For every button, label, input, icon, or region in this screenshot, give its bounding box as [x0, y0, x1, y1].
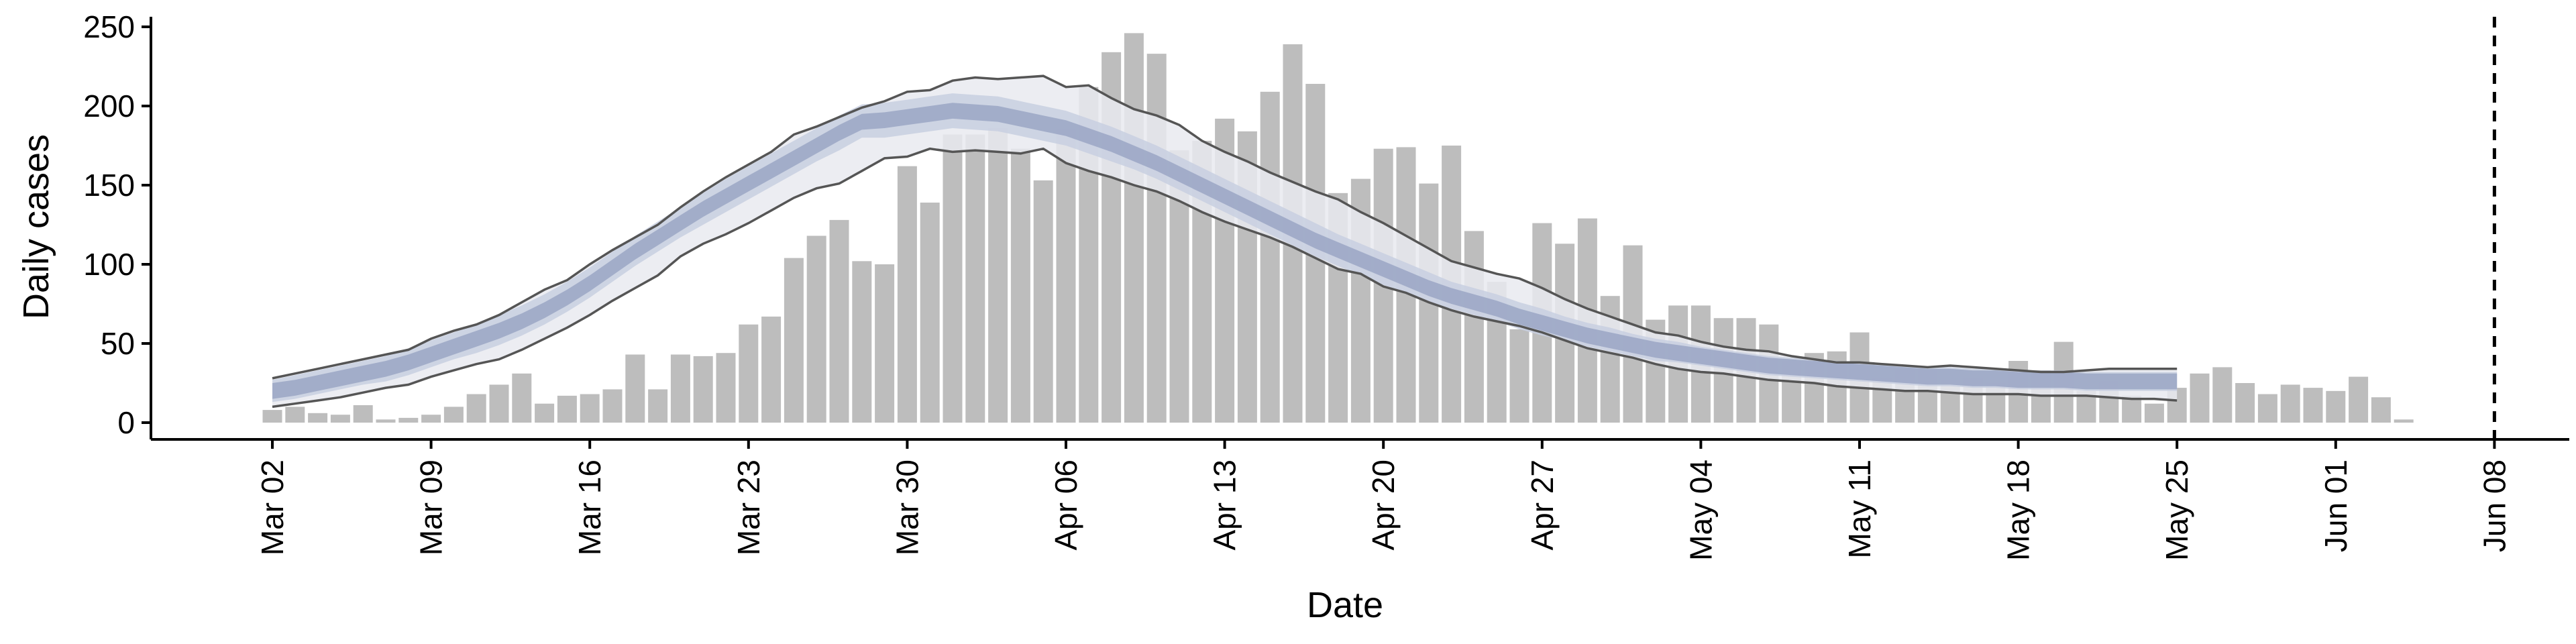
x-tick-label: Apr 20	[1366, 460, 1401, 551]
bar	[1010, 148, 1030, 423]
x-tick-label: Mar 16	[572, 460, 607, 555]
bar	[648, 389, 668, 423]
x-tick-label: Mar 02	[255, 460, 290, 555]
bar	[512, 373, 532, 423]
bar	[1033, 180, 1053, 423]
bar	[2326, 390, 2346, 423]
bar	[466, 394, 486, 423]
bar	[806, 235, 826, 423]
x-tick-label: Jun 01	[2318, 460, 2353, 552]
y-axis-title: Daily cases	[16, 134, 56, 319]
axes-layer: 0 50 100 150 200 250 Mar 02 Mar 09 Mar 16 Mar 23 M…	[83, 9, 2569, 561]
bar	[1464, 231, 1484, 423]
bar	[2190, 373, 2210, 423]
bar	[625, 354, 645, 423]
bar	[943, 134, 963, 423]
bar	[580, 394, 600, 423]
x-tick-label: Apr 06	[1049, 460, 1083, 551]
bar	[965, 134, 985, 423]
y-tick-label: 150	[83, 168, 135, 203]
x-tick-label: Jun 08	[2477, 460, 2512, 552]
bar	[2144, 403, 2164, 423]
median-band	[272, 103, 2178, 399]
bar	[2257, 394, 2277, 423]
x-axis-title: Date	[1307, 585, 1383, 625]
bar	[376, 419, 396, 423]
bar	[670, 354, 690, 423]
upper-bound-line	[272, 74, 2178, 380]
bar	[398, 417, 419, 423]
x-tick-label: May 25	[2159, 460, 2194, 561]
x-tick-label: Apr 13	[1208, 460, 1242, 551]
inner-interval-band	[272, 93, 2178, 402]
y-tick-label: 100	[83, 247, 135, 282]
bar	[308, 413, 328, 423]
bands-layer	[272, 74, 2178, 409]
bar	[2280, 384, 2300, 423]
bar	[2122, 395, 2142, 423]
bar	[875, 264, 895, 423]
x-tick-label: May 18	[2001, 460, 2036, 561]
bar	[852, 261, 872, 423]
bar	[2303, 388, 2323, 423]
bar	[421, 415, 441, 423]
bar	[1146, 54, 1167, 423]
bar	[693, 356, 713, 423]
bar	[829, 219, 849, 423]
bar	[739, 324, 759, 423]
bar	[2371, 397, 2391, 423]
bar	[443, 407, 464, 423]
y-tick-label: 0	[117, 405, 135, 440]
bar	[716, 353, 736, 423]
bar	[1509, 329, 1529, 423]
bar	[920, 203, 940, 423]
bar	[2235, 383, 2255, 423]
x-tick-label: Apr 27	[1525, 460, 1560, 551]
bar	[988, 128, 1008, 423]
bar	[557, 395, 577, 423]
bar	[285, 407, 305, 423]
bar	[1056, 129, 1076, 423]
x-tick-label: Mar 30	[890, 460, 924, 555]
x-tick-label: May 04	[1683, 460, 1718, 561]
lower-bound-line	[272, 147, 2178, 409]
bar	[761, 316, 782, 423]
x-tick-label: Mar 23	[731, 460, 766, 555]
bar	[2394, 419, 2414, 423]
bar	[353, 405, 373, 423]
bar	[2349, 376, 2369, 423]
y-tick-label: 200	[83, 89, 135, 123]
bar	[602, 389, 623, 423]
bar	[2212, 367, 2233, 423]
x-tick-label: Mar 09	[414, 460, 449, 555]
bar	[1124, 33, 1144, 423]
bar	[262, 410, 282, 423]
y-tick-label: 250	[83, 9, 135, 44]
bar	[535, 403, 555, 423]
bar	[897, 166, 917, 423]
x-tick-label: May 11	[1842, 460, 1877, 558]
bar	[1260, 91, 1280, 423]
bar	[489, 384, 509, 423]
y-tick-label: 50	[101, 326, 135, 361]
bar	[330, 415, 350, 423]
bar	[784, 258, 804, 423]
